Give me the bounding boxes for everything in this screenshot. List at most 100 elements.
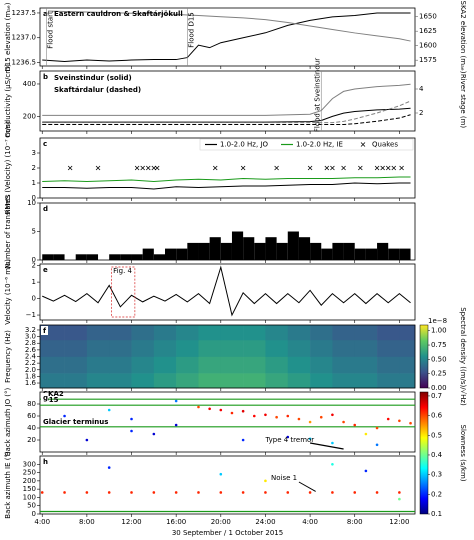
y-tick-label: 60 xyxy=(27,412,36,420)
colorbar-label: Slowness (s/km) xyxy=(459,425,467,482)
y-tick-label: 0 xyxy=(32,256,36,264)
y-tick-label: 1.6 xyxy=(25,379,37,387)
x-tick-label: 16:00 xyxy=(166,518,186,526)
bar xyxy=(388,248,400,260)
heatmap-cell xyxy=(131,356,155,374)
heatmap-cell xyxy=(332,356,356,374)
heatmap-cell xyxy=(86,325,110,341)
heatmap-cell xyxy=(310,339,333,357)
heatmap-cell xyxy=(86,356,110,374)
y2-tick-label: 2 xyxy=(419,109,423,117)
quake-marker xyxy=(385,165,391,171)
y-tick-label: 2.6 xyxy=(25,346,37,354)
point xyxy=(197,491,200,494)
arrow xyxy=(309,442,344,450)
series-line xyxy=(42,114,411,126)
quake-marker xyxy=(274,165,279,171)
colorbar-tick-label: 1.00 xyxy=(431,327,447,335)
bar xyxy=(120,254,132,260)
y-tick-label: 1 xyxy=(32,278,36,286)
point xyxy=(364,432,368,436)
quake-marker xyxy=(358,165,363,171)
quake-marker xyxy=(140,165,145,171)
panel-frame xyxy=(39,70,416,132)
colorbar-tick-label: 0.5 xyxy=(431,431,442,439)
y-tick-label: 400 xyxy=(23,80,36,88)
quake-marker xyxy=(67,165,73,171)
bar xyxy=(343,242,355,260)
bar xyxy=(131,254,143,260)
heatmap-cell xyxy=(131,325,155,341)
quake-marker xyxy=(307,165,313,171)
point xyxy=(331,491,334,494)
heatmap-cell xyxy=(377,325,400,341)
point xyxy=(353,491,357,494)
annotation: Flood start xyxy=(47,11,55,49)
heatmap-cell xyxy=(354,356,378,374)
series-line xyxy=(42,107,411,123)
y2-tick-label: 1650 xyxy=(419,13,437,21)
reference-label: D15 xyxy=(43,396,59,404)
heatmap-cell xyxy=(354,339,378,357)
bar xyxy=(231,231,244,260)
y-tick-label: 3.2 xyxy=(25,326,36,334)
heatmap-cell xyxy=(131,373,155,389)
quake-marker xyxy=(212,165,218,171)
quake-marker xyxy=(380,165,385,171)
point xyxy=(107,408,111,412)
figure-box xyxy=(111,266,136,318)
panel-letter: a xyxy=(43,10,48,18)
point xyxy=(286,435,290,439)
heatmap-cell xyxy=(310,325,333,341)
y-tick-label: 2.8 xyxy=(25,339,36,347)
bar xyxy=(276,242,288,260)
heatmap-cell xyxy=(399,373,416,389)
colorbar-tick-label: 0.75 xyxy=(431,341,447,349)
point xyxy=(275,415,278,419)
series-line xyxy=(42,176,411,183)
heatmap-cell xyxy=(265,356,289,374)
point xyxy=(375,443,379,447)
bar xyxy=(254,242,266,260)
heatmap-cell xyxy=(176,339,199,357)
panel-letter-bg xyxy=(41,139,48,148)
y-tick-label: 40 xyxy=(27,424,36,432)
x-axis-label: 30 September / 1 October 2015 xyxy=(172,529,283,537)
point xyxy=(241,409,245,413)
point xyxy=(152,432,156,436)
point xyxy=(264,491,267,494)
point xyxy=(241,491,245,494)
point xyxy=(252,414,256,418)
heatmap-cell xyxy=(399,339,416,357)
heatmap-cell xyxy=(109,356,132,374)
point xyxy=(308,420,312,424)
y2-tick-label: 4 xyxy=(419,85,424,93)
point xyxy=(342,420,345,424)
x-tick-label: 12:00 xyxy=(389,518,409,526)
y-tick-label: 50 xyxy=(27,502,36,510)
panel-letter: d xyxy=(43,205,48,213)
y-tick-label: 2 xyxy=(32,164,36,172)
heatmap-cell xyxy=(243,356,266,374)
heatmap-cell xyxy=(287,339,311,357)
y-axis-label: Back azimuth IE (°) xyxy=(4,451,12,519)
x-tick-label: 8:00 xyxy=(79,518,95,526)
bar xyxy=(298,237,311,260)
y-tick-label: 1237.5 xyxy=(12,9,37,17)
heatmap-cell xyxy=(176,373,199,389)
point xyxy=(286,414,290,418)
annotation: Sveinstindur (solid) xyxy=(54,74,132,82)
point xyxy=(130,491,133,494)
heatmap-cell xyxy=(265,373,289,389)
bar xyxy=(265,237,277,260)
point xyxy=(130,417,133,421)
panel-letter-bg xyxy=(41,204,48,213)
point xyxy=(85,491,89,494)
heatmap-cell xyxy=(86,373,110,389)
y-tick-label: 0 xyxy=(32,510,36,518)
point xyxy=(364,469,368,473)
quake-marker xyxy=(145,165,151,171)
heatmap-cell xyxy=(265,339,289,357)
bar xyxy=(332,242,344,260)
series-line xyxy=(42,100,411,124)
